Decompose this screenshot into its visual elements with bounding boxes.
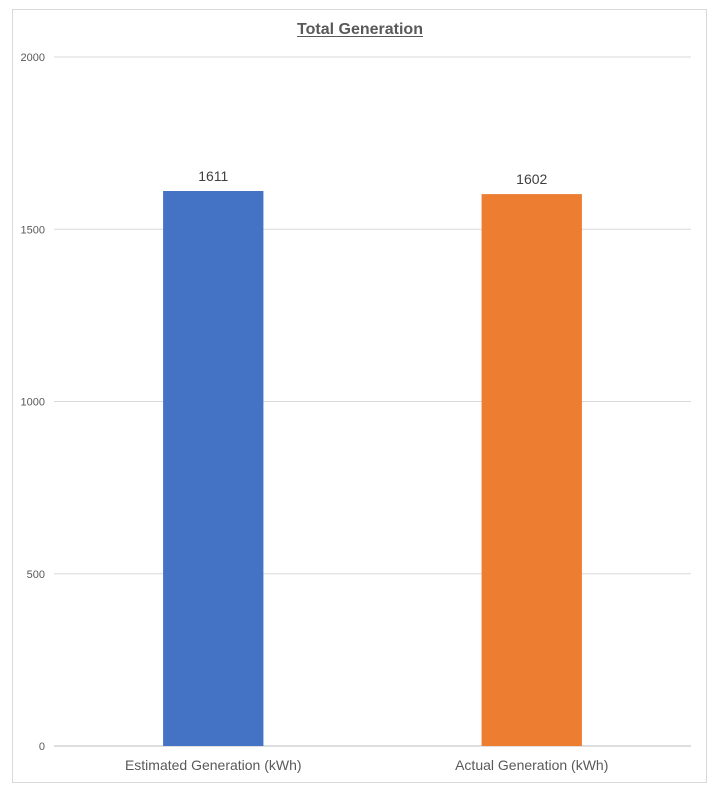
y-tick-label: 2000 [21, 52, 45, 64]
chart-title: Total Generation [297, 21, 423, 38]
data-label: 1611 [198, 168, 228, 184]
x-axis-categories: Estimated Generation (kWh) Actual Generat… [125, 757, 608, 773]
y-tick-label: 1500 [21, 224, 45, 236]
bars [163, 191, 582, 747]
chart-area [12, 9, 707, 783]
category-label: Estimated Generation (kWh) [125, 757, 302, 773]
data-labels: 1611 1602 [198, 168, 547, 187]
bar [481, 194, 582, 747]
y-tick-label: 500 [27, 569, 45, 581]
y-axis-ticks: 0 500 1000 1500 2000 [21, 52, 45, 753]
gridlines [54, 56, 691, 747]
bar [163, 191, 264, 746]
data-label: 1602 [516, 171, 547, 187]
y-tick-label: 1000 [21, 397, 45, 409]
category-label: Actual Generation (kWh) [455, 757, 608, 773]
y-tick-label: 0 [39, 741, 45, 753]
